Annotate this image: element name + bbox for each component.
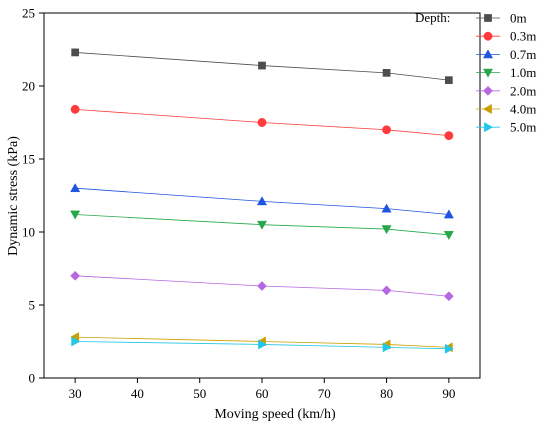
series-line: [75, 187, 449, 215]
x-tick-label: 30: [69, 386, 82, 401]
data-point: [381, 285, 392, 296]
series-0m: [71, 48, 453, 85]
legend-marker: [482, 49, 494, 59]
series-1.0m: [70, 210, 454, 241]
x-tick-label: 70: [318, 386, 331, 401]
legend-label: 5.0m: [510, 120, 536, 135]
legend-marker: [482, 68, 494, 78]
data-point: [445, 343, 454, 354]
series-line: [75, 52, 449, 81]
data-point: [382, 342, 392, 353]
series-line: [75, 214, 449, 236]
legend-item: 0m: [476, 11, 527, 26]
legend-marker: [482, 103, 492, 115]
legend-marker: [484, 122, 494, 133]
data-point: [70, 270, 81, 281]
y-tick-label: 20: [22, 79, 35, 94]
data-point: [70, 183, 81, 193]
series-0.7m: [70, 183, 454, 219]
legend-item: 0.3m: [476, 29, 536, 44]
legend-marker: [483, 31, 493, 41]
legend-label: 0.3m: [510, 29, 536, 44]
ticks-layer: 30 40 50 60 70 80 90 0 5 10 15 20 25: [22, 6, 455, 402]
data-point: [256, 220, 268, 230]
x-axis-title: Moving speed (km/h): [214, 407, 336, 422]
legend-label: 0.7m: [510, 47, 536, 62]
legend-item: 1.0m: [476, 65, 536, 80]
x-tick-label: 50: [193, 386, 206, 401]
data-point: [256, 196, 268, 206]
legend-marker: [483, 85, 493, 96]
y-tick-label: 5: [29, 298, 36, 313]
legend-title: Depth:: [415, 10, 450, 25]
data-point: [71, 48, 79, 57]
y-tick-label: 0: [29, 371, 36, 386]
y-tick-label: 15: [22, 152, 35, 167]
series-2.0m: [70, 270, 454, 302]
data-point: [71, 336, 81, 347]
legend-marker: [484, 14, 492, 22]
data-point: [445, 76, 453, 85]
data-point: [381, 203, 392, 213]
legend-items: 0m 0.3m 0.7m 1.0m 2.0m 4.0m 5.0m: [476, 11, 536, 135]
legend-item: 4.0m: [476, 102, 536, 117]
legend-item: 5.0m: [476, 120, 536, 135]
legend-label: 0m: [510, 11, 527, 26]
data-point: [381, 225, 392, 235]
data-point: [443, 231, 454, 241]
legend-item: 0.7m: [476, 47, 536, 62]
y-tick-label: 25: [22, 6, 35, 21]
legend-label: 1.0m: [510, 65, 536, 80]
data-point: [382, 125, 392, 135]
data-point: [444, 131, 454, 141]
series-line: [75, 275, 449, 297]
x-tick-label: 40: [131, 386, 144, 401]
data-point: [257, 118, 267, 127]
x-tick-label: 80: [380, 386, 393, 401]
legend-item: 2.0m: [476, 83, 536, 98]
series-line: [75, 336, 449, 348]
data-point: [443, 209, 454, 219]
x-tick-label: 90: [442, 386, 455, 401]
x-tick-label: 60: [256, 386, 269, 401]
data-point: [70, 104, 80, 114]
series-layer: [70, 48, 454, 354]
series-0.3m: [70, 104, 454, 141]
data-point: [257, 281, 267, 291]
data-point: [258, 339, 268, 350]
data-point: [443, 291, 454, 302]
data-point: [258, 61, 266, 70]
legend: Depth: 0m 0.3m 0.7m 1.0m 2.0m 4.0m 5.0m: [415, 10, 536, 135]
y-axis-title: Dynamic stress (kPa): [6, 136, 21, 256]
series-line: [75, 108, 449, 137]
data-point: [382, 69, 391, 77]
legend-label: 4.0m: [510, 102, 536, 117]
data-point: [70, 210, 81, 220]
series-line: [75, 341, 449, 350]
legend-label: 2.0m: [510, 83, 536, 98]
y-tick-label: 10: [22, 225, 35, 240]
series-5.0m: [71, 336, 454, 354]
